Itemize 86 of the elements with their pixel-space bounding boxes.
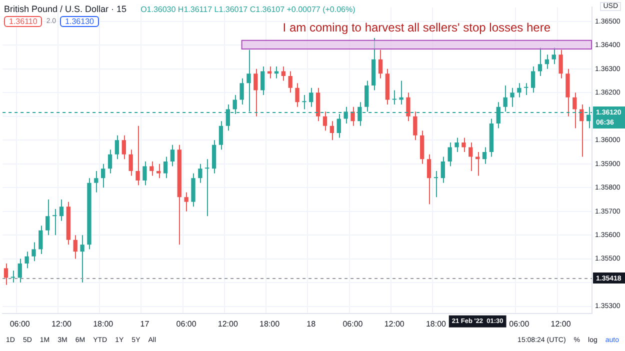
candlestick <box>420 130 424 164</box>
candlestick <box>302 94 306 110</box>
candlestick <box>4 263 8 286</box>
candlestick <box>260 66 265 96</box>
candlestick <box>399 80 404 106</box>
candlestick <box>566 68 570 117</box>
candlestick <box>544 54 550 70</box>
candlestick <box>392 90 396 106</box>
candlestick <box>288 70 292 94</box>
candlestick <box>101 163 106 188</box>
x-tick-label: 06:00 <box>342 319 364 328</box>
candlestick <box>114 134 120 160</box>
candlestick <box>142 160 147 186</box>
x-tick-label: 06:00 <box>509 319 530 328</box>
candlestick <box>191 172 196 208</box>
candlestick <box>240 78 244 106</box>
candlestick <box>136 125 140 186</box>
x-tick-label: 06:00 <box>176 319 197 328</box>
x-tick-label: 18:00 <box>260 319 280 328</box>
candlestick <box>434 170 438 198</box>
candlestick <box>38 225 43 255</box>
candlestick <box>108 149 112 174</box>
candlestick <box>295 82 300 108</box>
x-tick-label: 17 <box>140 319 150 328</box>
candlestick <box>59 198 64 222</box>
x-tick-label: 12:00 <box>384 319 405 328</box>
x-tick-label: 12:00 <box>550 319 572 328</box>
candlestick <box>558 49 563 79</box>
candlestick <box>52 208 57 236</box>
candlestick <box>406 92 410 122</box>
candlestick <box>482 146 487 164</box>
candlestick <box>10 270 16 284</box>
candlestick <box>281 66 286 82</box>
candlestick <box>73 234 78 260</box>
candlestick <box>218 120 224 150</box>
candlestick <box>156 163 161 179</box>
candlestick <box>150 160 154 176</box>
candlestick <box>350 106 355 126</box>
candlestick <box>503 85 508 112</box>
chart-title: British Pound / U.S. Dollar · 15 <box>4 4 127 14</box>
candlestick <box>454 137 459 152</box>
candlestick <box>18 258 22 284</box>
candlestick <box>440 156 445 184</box>
candlestick <box>426 154 432 205</box>
candlestick <box>80 234 84 284</box>
candlestick <box>46 198 50 236</box>
x-tick-label: 06:00 <box>10 319 30 328</box>
candlestick <box>538 47 542 77</box>
candlestick <box>198 163 202 184</box>
annotation: O1.36030 H1.36117 L1.36017 C1.36107 +0.00077 (+0.06%) <box>140 4 356 14</box>
candlestick <box>378 49 383 79</box>
candlestick <box>316 87 320 122</box>
candlestick <box>330 120 334 141</box>
candlestick <box>170 144 175 167</box>
x-tick-label: 18:00 <box>426 319 447 328</box>
candlestick <box>468 142 473 172</box>
candlestick <box>205 158 210 217</box>
candlestick <box>309 87 314 108</box>
candlestick <box>413 111 418 141</box>
candlestick <box>212 140 216 174</box>
candlestick <box>128 149 133 176</box>
candlestick <box>24 251 29 269</box>
candlestick <box>524 82 528 96</box>
candlestick <box>184 192 188 212</box>
x-tick-label: 12:00 <box>218 319 238 328</box>
x-tick-label: 12:00 <box>51 319 72 328</box>
candlestick <box>163 156 168 179</box>
candlestick <box>32 242 36 262</box>
candlestick <box>448 142 452 167</box>
band-label: I am coming to harvest all sellers' stop losses here <box>282 20 551 35</box>
candlestick <box>510 87 514 108</box>
candlestick <box>94 170 98 193</box>
candlestick <box>254 68 258 117</box>
annotation: 1.36110 <box>4 16 42 27</box>
candlestick <box>322 111 328 132</box>
annotation: 1.36130 <box>60 16 99 27</box>
candlestick <box>517 82 522 98</box>
candlestick <box>462 137 466 152</box>
candlestick <box>475 151 480 176</box>
candlestick <box>364 80 369 112</box>
x-tick-label: 18 <box>306 319 316 328</box>
candlestick <box>122 134 126 160</box>
x-tick-label: 18:00 <box>93 319 114 328</box>
candlestick <box>530 66 536 94</box>
candlestick <box>572 92 577 129</box>
candlestick <box>552 47 556 65</box>
